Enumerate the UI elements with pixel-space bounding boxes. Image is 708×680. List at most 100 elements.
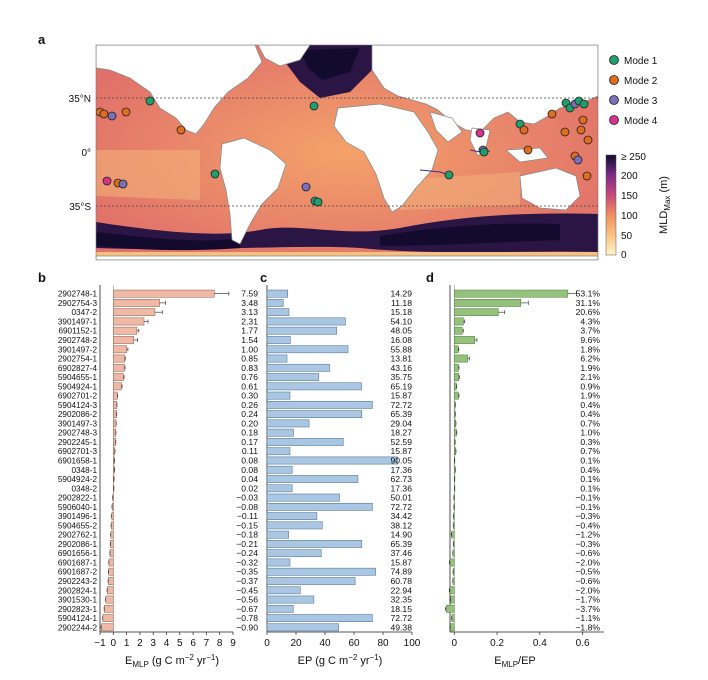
panel-b-value-label: 0.26: [241, 400, 258, 410]
panel-b-category-label: 2902754-3: [58, 299, 98, 308]
panel-c-value-label: 72.72: [390, 613, 412, 623]
panel-c-value-label: 55.88: [390, 344, 412, 354]
colorbar-tick-50: 50: [621, 231, 633, 242]
panel-c-value-label: 72.72: [390, 502, 412, 512]
panel-b-bar: [108, 567, 114, 576]
panel-d-bar: [452, 577, 455, 585]
panel-c-bar: [266, 475, 359, 483]
panel-b-value-label: −0.45: [236, 585, 258, 595]
legend-label-mode-2: Mode 2: [624, 76, 658, 87]
panel-c-value-label: 37.46: [390, 548, 412, 558]
panel-b-value-label: 0.08: [241, 455, 258, 465]
panel-c-bar: [266, 549, 322, 558]
panel-d-bar: [454, 391, 459, 400]
panel-c-bar: [266, 623, 339, 632]
panel-b-bar: [113, 317, 145, 326]
panel-b-value-label: 0.04: [241, 474, 258, 484]
panel-c-bar: [266, 465, 293, 474]
panel-d-value-label: 0.4%: [580, 400, 600, 410]
panel-c-bar: [266, 540, 363, 548]
panel-d-x-tick-label: 0.6: [576, 638, 590, 649]
colorbar-tick-100: 100: [621, 211, 638, 222]
panel-d-bar: [454, 447, 457, 456]
panel-d-bar: [452, 549, 455, 558]
panel-b-category-label: 5904655-2: [58, 521, 98, 530]
panel-c-bar: [266, 391, 291, 400]
panel-b-category-label: 2902748-1: [58, 290, 98, 299]
panel-d-bar: [454, 428, 457, 437]
map-frame: [95, 44, 599, 261]
panel-b-bar: [111, 521, 114, 530]
float-marker: [107, 111, 117, 121]
panel-c-value-label: 15.18: [390, 307, 412, 317]
colorbar-tick-200: 200: [621, 171, 638, 182]
panel-c-value-label: 54.10: [390, 316, 412, 326]
panel-b-category-label: 2902086-2: [58, 410, 98, 419]
panel-d-value-label: 0.7%: [580, 446, 600, 456]
panel-b-bar: [113, 308, 156, 317]
panel-c-value-label: 32.35: [390, 595, 412, 605]
panel-c-bar: [266, 289, 288, 298]
panel-b-bar: [109, 549, 114, 558]
panel-d-value-label: −1.1%: [575, 613, 600, 623]
panel-b-bar: [113, 373, 124, 381]
panel-d-value-label: −1.8%: [575, 622, 600, 632]
panel-b-bar: [113, 289, 215, 298]
panel-c-bar: [266, 604, 294, 613]
panel-b-x-tick-label: −1: [94, 638, 106, 649]
panel-d-value-label: −0.1%: [575, 502, 600, 512]
panel-b-category-label: 6902827-4: [58, 364, 98, 373]
southern-ocean-core-1: [96, 232, 240, 251]
panel-b-bar: [113, 336, 135, 344]
panel-b-value-label: 3.48: [241, 298, 258, 308]
panel-b-x-tick-label: 4: [164, 638, 170, 649]
panel-c-bar: [266, 428, 294, 437]
panel-b-category-label: 5904124-1: [58, 614, 98, 623]
panel-d-bar: [453, 540, 455, 548]
panel-b-bar: [113, 447, 116, 456]
panel-b-value-label: −0.90: [236, 622, 258, 632]
panel-d-bar: [454, 308, 499, 317]
float-marker: [560, 127, 570, 137]
panel-c-bar: [266, 586, 301, 595]
panel-d-bar: [454, 382, 457, 391]
lat-label-35s: 35°S: [69, 202, 91, 213]
panel-b-value-label: −0.32: [236, 557, 258, 567]
panel-b-value-label: −0.67: [236, 604, 258, 614]
panel-d-bar: [454, 326, 463, 335]
panel-b-value-label: −0.56: [236, 595, 258, 605]
panel-d-bar: [454, 345, 459, 354]
panel-b-value-label: −0.15: [236, 520, 258, 530]
panel-b-value-label: 3.13: [241, 307, 258, 317]
panel-d-value-label: 1.0%: [580, 428, 600, 438]
panel-b-x-tick-label: 3: [150, 638, 156, 649]
panel-c-x-tick-label: 60: [348, 638, 360, 649]
float-markers: [96, 96, 593, 207]
float-marker: [515, 119, 525, 129]
panel-b-bar: [113, 354, 125, 363]
legend-label-mode-1: Mode 1: [624, 56, 658, 67]
panel-c-value-label: 17.36: [390, 465, 412, 475]
panel-b-x-tick-label: 7: [204, 638, 210, 649]
panel-b-bar: [113, 401, 118, 409]
float-marker: [309, 101, 319, 111]
colorbar-label: MLDMax (m): [658, 176, 672, 234]
panel-b-value-label: 1.00: [241, 344, 258, 354]
float-marker: [578, 115, 588, 125]
panel-c-x-tick-label: 20: [290, 638, 302, 649]
continents: [96, 45, 598, 260]
mld-colorbar: ≥ 250 200 150 100 50 0 MLDMax (m): [605, 152, 672, 261]
panel-d-bar: [454, 299, 522, 307]
panel-b-value-label: 0.18: [241, 428, 258, 438]
world-map: [96, 45, 598, 260]
panel-b-category-label: 3901497-2: [58, 345, 98, 354]
panel-d-value-label: 0.9%: [580, 381, 600, 391]
panel-c-bar: [266, 595, 315, 604]
panel-d-bar: [452, 567, 455, 576]
panel-c-value-label: 22.94: [390, 585, 412, 595]
panel-d-bar: [454, 289, 569, 298]
panel-b-category-label: 0347-2: [72, 308, 98, 317]
panel-b-category-label: 2902822-1: [58, 494, 98, 503]
panel-c-value-label: 50.01: [390, 493, 412, 503]
float-marker: [118, 179, 128, 189]
